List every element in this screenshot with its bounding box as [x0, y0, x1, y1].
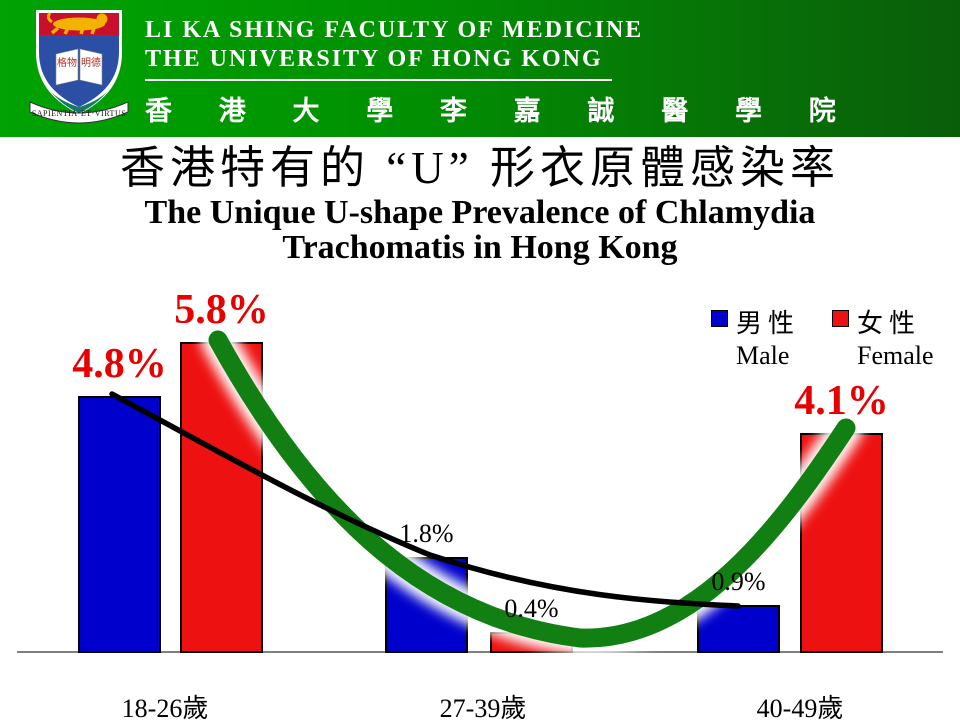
crest-motto-scroll: SAPIENTIA·ET·VIRTUS: [29, 101, 129, 124]
legend-male-en: Male: [736, 341, 790, 370]
svg-text:明德: 明德: [81, 56, 101, 69]
bar-female-18-26歲: [180, 342, 263, 653]
faculty-name-cjk: 香 港 大 學 李 嘉 誠 醫 學 院: [145, 96, 856, 126]
value-label-female-27-39歲: 0.4%: [504, 594, 559, 623]
bar-male-27-39歲: [385, 557, 468, 653]
legend-female-en: Female: [857, 341, 934, 370]
crest-field-blue: [39, 35, 119, 107]
value-label-female-18-26歲: 5.8%: [174, 287, 269, 333]
value-label-male-40-49歲: 0.9%: [711, 567, 766, 596]
value-label-female-40-49歲: 4.1%: [794, 378, 889, 424]
category-label-40-49歲: 40-49歲: [756, 694, 844, 720]
legend: 男性 Male 女性 Female: [711, 303, 934, 371]
value-label-male-18-26歲: 4.8%: [72, 341, 167, 387]
bar-male-40-49歲: [697, 605, 780, 653]
title-block: 香港特有的 “U” 形衣原體感染率 The Unique U-shape Pre…: [0, 141, 960, 266]
crest-base-teal: [51, 92, 107, 113]
value-label-male-27-39歲: 1.8%: [399, 519, 454, 548]
crest-lion-icon: [46, 12, 108, 35]
bar-female-40-49歲: [800, 433, 883, 653]
university-name: THE UNIVERSITY OF HONG KONG: [145, 46, 603, 72]
category-label-27-39歲: 27-39歲: [439, 694, 527, 720]
bar-male-18-26歲: [78, 396, 161, 653]
legend-female-cjk: 女性: [857, 309, 922, 338]
svg-text:SAPIENTIA·ET·VIRTUS: SAPIENTIA·ET·VIRTUS: [32, 109, 126, 118]
hku-crest-icon: 格物 明德 SAPIENTIA·ET·VIRTUS: [29, 10, 129, 124]
header-text-block: LI KA SHING FACULTY OF MEDICINE THE UNIV…: [145, 16, 856, 128]
male-swatch-icon: [711, 310, 728, 327]
faculty-name: LI KA SHING FACULTY OF MEDICINE: [145, 17, 644, 43]
slide-title-cjk: 香港特有的 “U” 形衣原體感染率: [120, 143, 840, 193]
slide-title-en-line2: Trachomatis in Hong Kong: [282, 229, 678, 267]
svg-text:格物: 格物: [57, 56, 77, 69]
legend-male-cjk: 男性: [736, 309, 801, 338]
bar-female-27-39歲: [490, 632, 573, 653]
female-swatch-icon: [832, 310, 850, 327]
category-label-18-26歲: 18-26歲: [121, 694, 209, 720]
legend-item-male: 男性 Male: [711, 303, 800, 371]
header-divider: [145, 79, 612, 81]
slide-title-en-line1: The Unique U-shape Prevalence of Chlamyd…: [144, 194, 816, 231]
crest-open-book-icon: 格物 明德: [55, 48, 103, 86]
u-curve-glow: [201, 323, 863, 656]
u-shape-curve: [208, 330, 856, 648]
legend-item-female: 女性 Female: [832, 303, 934, 371]
header-banner: 格物 明德 SAPIENTIA·ET·VIRTUS LI KA SHING FA…: [0, 0, 960, 137]
